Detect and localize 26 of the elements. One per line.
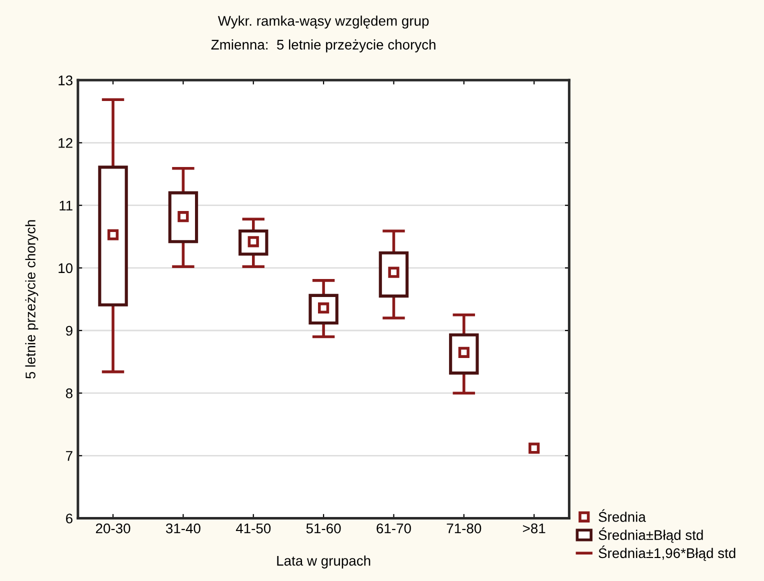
chart-subtitle: Zmienna: 5 letnie przeżycie chorych: [211, 39, 436, 52]
x-tick-label: 71-80: [446, 523, 482, 534]
y-tick-label: 6: [66, 514, 72, 524]
y-tick-label: 12: [58, 138, 72, 148]
point: [528, 442, 540, 454]
x-axis-title: Lata w grupach: [277, 556, 370, 568]
legend-label: Średnia: [598, 509, 646, 522]
y-tick-label: 10: [58, 263, 73, 274]
y-axis-title: 5 letnie przeżycie chorych: [25, 220, 38, 379]
chart-title: Wykr. ramka-wąsy względem grup: [218, 16, 429, 29]
point: [388, 266, 400, 278]
point: [178, 211, 189, 222]
x-tick-label: >81: [522, 523, 546, 534]
y-tick-label: 8: [66, 388, 72, 398]
point: [107, 229, 119, 240]
y-tick-label: 9: [66, 326, 72, 336]
legend-label: Średnia±Błąd std: [598, 527, 703, 543]
text: Średnia±1,96*Błąd std: [598, 546, 736, 561]
x-tick-label: 31-40: [166, 523, 200, 534]
y-tick-label: 11: [60, 200, 72, 210]
x-tick-label: 51-60: [306, 523, 341, 534]
x-tick-label: 61-70: [376, 523, 411, 534]
x-tick-label: 20-30: [96, 523, 130, 534]
x-tick-label: 41-50: [236, 523, 271, 534]
y-tick-label: 7: [66, 451, 72, 461]
y-tick-label: 13: [58, 76, 72, 86]
